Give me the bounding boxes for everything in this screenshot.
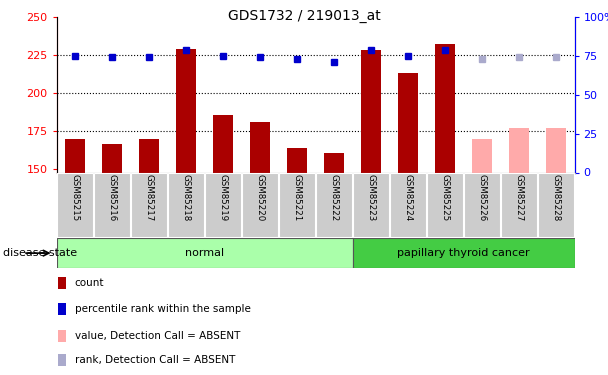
Bar: [65, 139, 85, 172]
Bar: [398, 74, 418, 172]
Bar: [287, 148, 307, 172]
FancyBboxPatch shape: [353, 173, 389, 237]
FancyBboxPatch shape: [131, 173, 167, 237]
FancyBboxPatch shape: [206, 173, 241, 237]
FancyBboxPatch shape: [57, 173, 93, 237]
Text: normal: normal: [185, 248, 224, 258]
Text: GSM85228: GSM85228: [551, 174, 561, 222]
FancyBboxPatch shape: [538, 173, 574, 237]
Bar: [472, 139, 492, 172]
Text: GSM85226: GSM85226: [477, 174, 486, 222]
FancyBboxPatch shape: [465, 173, 500, 237]
Bar: [353, 238, 575, 268]
Bar: [139, 139, 159, 172]
Bar: [57, 238, 353, 268]
Bar: [58, 330, 66, 342]
Bar: [435, 44, 455, 172]
Bar: [361, 51, 381, 172]
Text: papillary thyroid cancer: papillary thyroid cancer: [397, 248, 530, 258]
Bar: [250, 122, 270, 172]
Text: GSM85223: GSM85223: [367, 174, 376, 222]
Bar: [509, 128, 529, 172]
Text: count: count: [75, 278, 105, 288]
Text: rank, Detection Call = ABSENT: rank, Detection Call = ABSENT: [75, 355, 235, 365]
Text: GSM85216: GSM85216: [108, 174, 117, 222]
Text: GSM85220: GSM85220: [255, 174, 264, 222]
Bar: [546, 128, 566, 172]
FancyBboxPatch shape: [427, 173, 463, 237]
Text: GSM85215: GSM85215: [71, 174, 80, 222]
Text: GSM85219: GSM85219: [218, 174, 227, 222]
Text: GSM85227: GSM85227: [514, 174, 523, 222]
Bar: [58, 277, 66, 289]
FancyBboxPatch shape: [316, 173, 352, 237]
Text: GSM85225: GSM85225: [441, 174, 449, 222]
Text: GSM85218: GSM85218: [182, 174, 190, 222]
Text: percentile rank within the sample: percentile rank within the sample: [75, 304, 250, 314]
Text: GSM85217: GSM85217: [145, 174, 154, 222]
Bar: [176, 49, 196, 172]
FancyBboxPatch shape: [502, 173, 537, 237]
Text: value, Detection Call = ABSENT: value, Detection Call = ABSENT: [75, 331, 240, 340]
Text: GSM85222: GSM85222: [330, 174, 339, 222]
Bar: [213, 114, 233, 172]
Text: GSM85221: GSM85221: [292, 174, 302, 222]
Bar: [58, 303, 66, 315]
FancyBboxPatch shape: [94, 173, 130, 237]
FancyBboxPatch shape: [168, 173, 204, 237]
FancyBboxPatch shape: [390, 173, 426, 237]
FancyBboxPatch shape: [243, 173, 278, 237]
Bar: [58, 354, 66, 366]
Bar: [102, 144, 122, 172]
Bar: [324, 153, 344, 173]
Text: disease state: disease state: [3, 248, 77, 258]
Text: GDS1732 / 219013_at: GDS1732 / 219013_at: [227, 9, 381, 23]
Text: GSM85224: GSM85224: [404, 174, 413, 222]
FancyBboxPatch shape: [279, 173, 315, 237]
